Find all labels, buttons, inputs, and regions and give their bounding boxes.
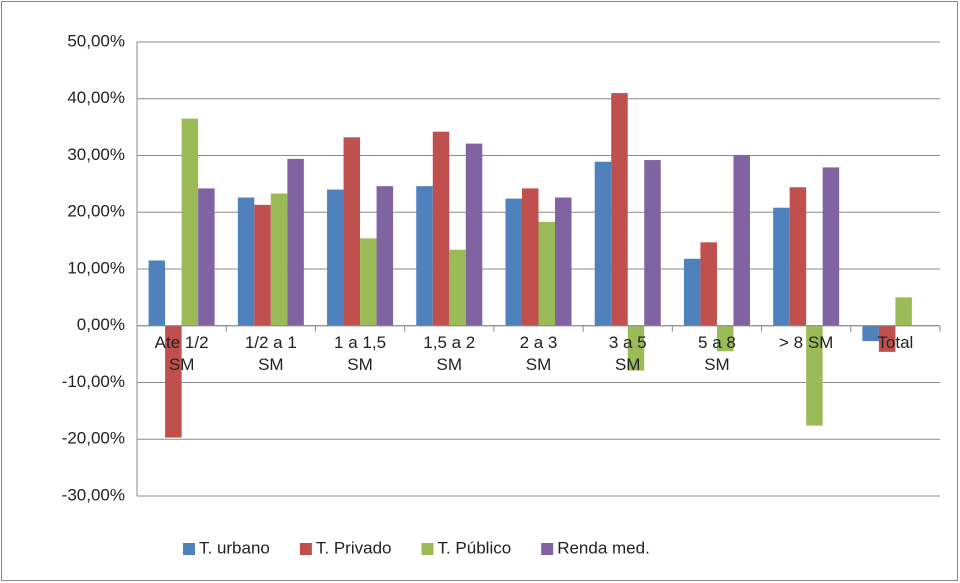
- x-tick-label: Ate 1/2 SM: [154, 332, 209, 374]
- x-tick-label-box: 5 a 8 SM: [698, 332, 736, 374]
- bar: [773, 207, 790, 326]
- bar: [878, 325, 896, 352]
- legend-label: T. urbano: [199, 538, 270, 557]
- bar: [538, 221, 556, 326]
- bar: [449, 249, 466, 326]
- bar: [343, 137, 361, 326]
- legend-label: T. Público: [437, 538, 511, 557]
- legend-label: T. Privado: [316, 538, 392, 557]
- bar: [165, 325, 182, 438]
- x-tick-label-box: Total: [877, 332, 914, 352]
- x-tick-label-box: Ate 1/2 SM: [154, 332, 209, 374]
- y-tick-label: 0,00%: [77, 315, 125, 334]
- bar: [327, 189, 344, 326]
- y-tick-label: 20,00%: [67, 202, 125, 221]
- x-tick-label: Total: [877, 332, 914, 352]
- bar: [360, 238, 377, 326]
- bar: [376, 186, 394, 326]
- x-tick-label-box: 1,5 a 2 SM: [423, 332, 476, 374]
- x-tick-label: > 8 SM: [778, 332, 834, 352]
- bar: [416, 186, 433, 326]
- bar: [181, 118, 199, 326]
- legend-swatch: [183, 543, 195, 555]
- legend-label: Renda med.: [557, 538, 650, 557]
- bar: [789, 187, 807, 326]
- legend-swatch: [541, 543, 554, 555]
- x-tick-label-box: 2 a 3 SM: [519, 332, 558, 374]
- bar: [895, 297, 912, 326]
- bar: [611, 93, 628, 326]
- bar: [822, 167, 840, 326]
- x-tick-label: 2 a 3 SM: [519, 332, 558, 374]
- bar: [683, 258, 701, 326]
- bar: [862, 325, 879, 342]
- bar: [700, 242, 717, 326]
- bar: [270, 193, 288, 326]
- bar: [627, 325, 645, 371]
- bar: [198, 188, 215, 326]
- x-tick-label: 1/2 a 1 SM: [244, 332, 297, 374]
- x-tick-label: 3 a 5 SM: [608, 332, 647, 374]
- bar: [716, 325, 734, 352]
- bar: [521, 188, 539, 326]
- y-tick-label: 10,00%: [67, 258, 125, 277]
- legend-swatch: [421, 543, 434, 555]
- x-tick-label: 1 a 1,5 SM: [334, 332, 387, 374]
- y-tick-label: -30,00%: [62, 485, 125, 504]
- y-tick-label: 50,00%: [67, 31, 125, 50]
- y-tick-label: 30,00%: [67, 145, 125, 164]
- bar: [465, 143, 483, 326]
- y-tick-label: -20,00%: [62, 429, 125, 448]
- bar: [644, 160, 661, 326]
- x-tick-label-box: > 8 SM: [778, 332, 834, 352]
- x-tick-label-box: 3 a 5 SM: [608, 332, 647, 374]
- bar: [594, 161, 612, 326]
- bar: [555, 197, 572, 326]
- y-tick-label: 40,00%: [67, 88, 125, 107]
- x-tick-label-box: 1 a 1,5 SM: [334, 332, 387, 374]
- bar: [505, 198, 522, 326]
- bar: [806, 325, 823, 426]
- x-tick-label-box: 1/2 a 1 SM: [244, 332, 297, 374]
- x-tick-label: 5 a 8 SM: [698, 332, 736, 374]
- y-tick-label: -10,00%: [62, 372, 125, 391]
- bar: [148, 260, 166, 326]
- bar: [254, 204, 271, 326]
- bar: [287, 158, 304, 326]
- bar: [432, 131, 450, 326]
- x-tick-label: 1,5 a 2 SM: [423, 332, 476, 374]
- legend-swatch: [299, 543, 312, 555]
- bar: [237, 197, 255, 326]
- bar: [733, 154, 750, 326]
